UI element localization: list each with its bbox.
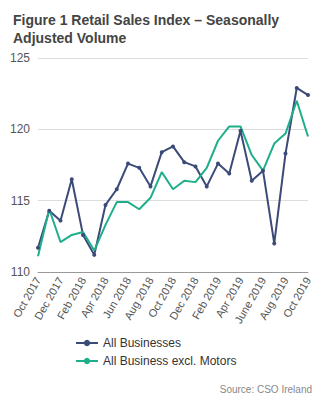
svg-text:Feb 2019: Feb 2019 xyxy=(189,275,224,322)
svg-text:Dec 2018: Dec 2018 xyxy=(166,275,201,322)
svg-text:Apr 2018: Apr 2018 xyxy=(78,275,111,320)
svg-text:125: 125 xyxy=(10,51,30,65)
svg-text:Aug 2019: Aug 2019 xyxy=(256,275,291,322)
svg-text:June 2019: June 2019 xyxy=(232,275,269,326)
svg-text:Figure 1 Retail Sales Index –: Figure 1 Retail Sales Index – Seasonally xyxy=(13,12,283,28)
svg-text:Adjusted Volume: Adjusted Volume xyxy=(13,30,127,46)
svg-text:All Businesses: All Businesses xyxy=(103,336,181,350)
svg-text:All Business excl. Motors: All Business excl. Motors xyxy=(103,354,236,368)
svg-text:Dec 2017: Dec 2017 xyxy=(31,275,66,322)
svg-text:Oct 2019: Oct 2019 xyxy=(281,275,314,320)
svg-text:Jun 2018: Jun 2018 xyxy=(100,275,134,321)
svg-text:Source: CSO Ireland: Source: CSO Ireland xyxy=(220,384,312,395)
svg-text:Aug 2018: Aug 2018 xyxy=(121,275,156,322)
svg-text:115: 115 xyxy=(11,194,30,208)
svg-text:Apr 2019: Apr 2019 xyxy=(213,275,246,320)
svg-text:110: 110 xyxy=(11,265,30,279)
svg-text:Oct 2018: Oct 2018 xyxy=(145,275,179,320)
svg-text:Feb 2018: Feb 2018 xyxy=(54,275,89,322)
svg-text:120: 120 xyxy=(10,122,30,136)
svg-text:Oct 2017: Oct 2017 xyxy=(10,275,44,320)
